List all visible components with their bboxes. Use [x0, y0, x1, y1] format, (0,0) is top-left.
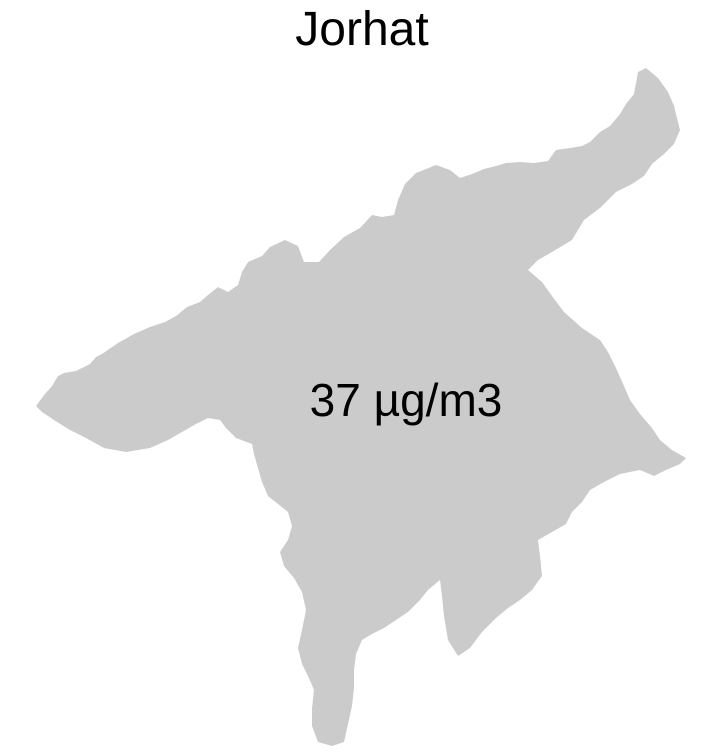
- region-value-label: 37 µg/m3: [310, 374, 503, 426]
- map-title: Jorhat: [295, 3, 429, 56]
- district-region-jorhat: [36, 68, 686, 746]
